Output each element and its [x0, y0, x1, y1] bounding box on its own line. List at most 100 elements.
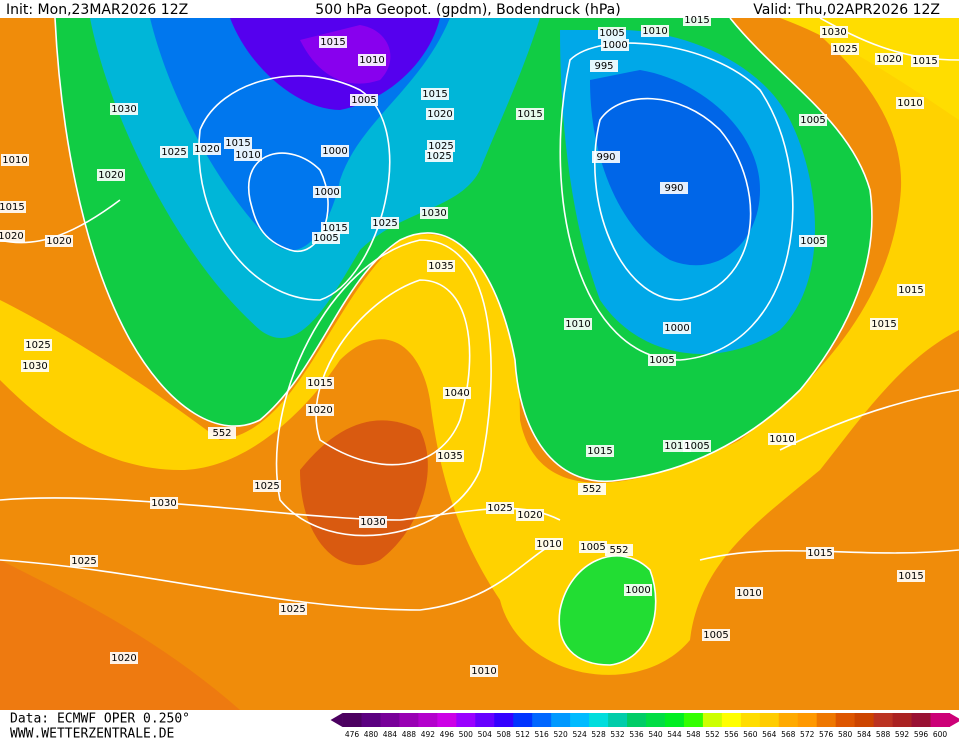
- label-box: [427, 140, 455, 152]
- colorbar-swatch: [437, 713, 457, 727]
- colorbar-arrow: [949, 713, 959, 727]
- label-box: [1, 154, 29, 166]
- colorbar-label: 508: [497, 730, 512, 739]
- isobar-label: 1020: [194, 144, 219, 155]
- isobar-label: 1010: [235, 150, 260, 161]
- isobar-label: 1025: [487, 503, 512, 514]
- isobar-label: 1000: [314, 187, 339, 198]
- isobar-label: 1000: [602, 40, 627, 51]
- label-box: [831, 43, 859, 55]
- colorbar-swatch: [911, 713, 932, 727]
- isobar-label: 1025: [280, 604, 305, 615]
- isobar-label: 1015: [898, 571, 923, 582]
- label-box: [799, 235, 827, 247]
- colorbar-label: 540: [648, 730, 663, 739]
- isobar-label: 1015: [0, 202, 25, 213]
- colorbar-label: 512: [516, 730, 531, 739]
- colorbar-label: 476: [345, 730, 360, 739]
- isobar-label: 1030: [111, 104, 136, 115]
- isobar-label: 1030: [421, 208, 446, 219]
- isobar-label: 990: [664, 183, 683, 194]
- isobar-label: 1030: [22, 361, 47, 372]
- isobar-label: 1035: [437, 451, 462, 462]
- colorbar-label: 552: [705, 730, 720, 739]
- colorbar-label: 492: [421, 730, 436, 739]
- isobar-label: 1000: [625, 585, 650, 596]
- isobar-label: 995: [594, 61, 613, 72]
- label-box: [648, 354, 676, 366]
- label-box: [579, 541, 607, 553]
- colorbar-arrow: [330, 713, 343, 727]
- label-box: [516, 509, 544, 521]
- label-box: [735, 587, 763, 599]
- label-box: [598, 27, 626, 39]
- isobar-label: 552: [609, 545, 628, 556]
- colorbar-label: 560: [743, 730, 758, 739]
- colorbar-swatch: [608, 713, 628, 727]
- colorbar-swatch: [854, 713, 875, 727]
- map-title: 500 hPa Geopot. (gpdm), Bodendruck (hPa): [315, 2, 620, 18]
- colorbar-label: 524: [572, 730, 587, 739]
- isobar-label: 1015: [587, 446, 612, 457]
- isobar-label: 1010: [642, 26, 667, 37]
- label-box: [21, 360, 49, 372]
- label-box: [605, 544, 633, 556]
- colorbar-swatch: [361, 713, 381, 727]
- isobar-label: 1020: [427, 109, 452, 120]
- label-box: [319, 36, 347, 48]
- isobar-label: 1015: [422, 89, 447, 100]
- colorbar-label: 584: [857, 730, 872, 739]
- label-box: [224, 137, 252, 149]
- label-box: [306, 377, 334, 389]
- label-box: [0, 201, 26, 213]
- isobar-label: 1020: [46, 236, 71, 247]
- label-box: [911, 55, 939, 67]
- colorbar-swatch: [589, 713, 609, 727]
- isobar-label: 1015: [322, 223, 347, 234]
- label-box: [208, 427, 236, 439]
- isobar-label: 1005: [351, 95, 376, 106]
- isobar-label: 1015: [871, 319, 896, 330]
- colorbar-swatch: [646, 713, 666, 727]
- isobar-label: 1015: [307, 378, 332, 389]
- label-box: [312, 232, 340, 244]
- isobar-label: 1040: [444, 388, 469, 399]
- isobar-label: 1025: [161, 147, 186, 158]
- isobar-label: 1020: [98, 170, 123, 181]
- isobar-label: 1015: [225, 138, 250, 149]
- isobar-label: 1035: [428, 261, 453, 272]
- label-box: [683, 440, 711, 452]
- colorbar-swatch: [778, 713, 799, 727]
- label-box: [359, 516, 387, 528]
- label-box: [97, 169, 125, 181]
- init-time: Init: Mon,23MAR2026 12Z: [6, 2, 188, 18]
- colorbar-label: 596: [914, 730, 929, 739]
- isobar-label: 1005: [800, 236, 825, 247]
- isobar-label: 552: [582, 484, 601, 495]
- isobar-label: 1010: [664, 441, 689, 452]
- colorbar-swatch: [570, 713, 590, 727]
- label-box: [578, 483, 606, 495]
- isobar-label: 1005: [599, 28, 624, 39]
- colorbar-label: 564: [762, 730, 777, 739]
- colorbar-swatch: [835, 713, 856, 727]
- isobar-label: 1015: [807, 548, 832, 559]
- label-box: [768, 433, 796, 445]
- colorbar-swatch: [816, 713, 837, 727]
- label-box: [321, 222, 349, 234]
- isobar-label: 1010: [471, 666, 496, 677]
- colorbar-label: 580: [838, 730, 853, 739]
- colorbar-label: 504: [478, 730, 493, 739]
- label-box: [234, 149, 262, 161]
- colorbar-label: 568: [781, 730, 796, 739]
- isobar-label: 990: [596, 152, 615, 163]
- colorbar-label: 556: [724, 730, 739, 739]
- colorbar-label: 488: [402, 730, 417, 739]
- label-box: [592, 151, 620, 163]
- label-box: [870, 318, 898, 330]
- label-box: [470, 665, 498, 677]
- label-box: [897, 284, 925, 296]
- isobar-label: 1010: [897, 98, 922, 109]
- colorbar-label: 516: [535, 730, 550, 739]
- colorbar-swatch: [930, 713, 950, 727]
